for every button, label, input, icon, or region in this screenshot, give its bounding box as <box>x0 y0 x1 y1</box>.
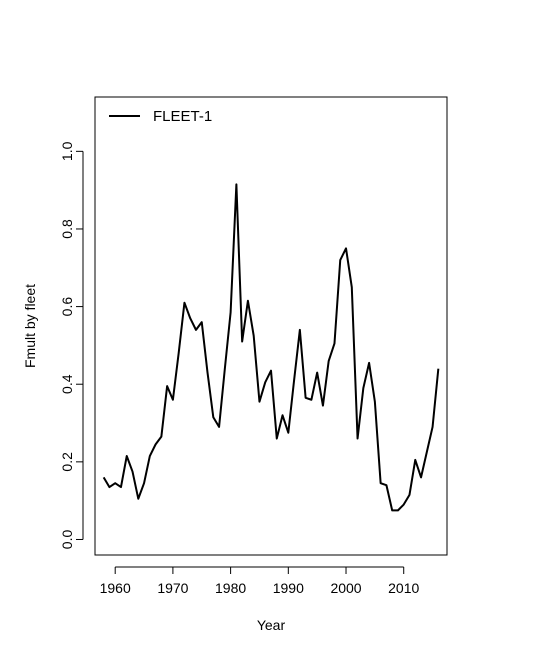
y-axis: 0.0 0.2 0.4 0.6 0.8 1.0 <box>59 141 84 550</box>
x-tick-label: 2010 <box>388 580 419 596</box>
x-tick-label: 1960 <box>100 580 131 596</box>
y-tick-label: 0.0 <box>59 530 75 550</box>
y-tick-label: 0.2 <box>59 452 75 472</box>
x-tick-label: 1990 <box>273 580 304 596</box>
y-tick-label: 1.0 <box>59 141 75 161</box>
y-axis-title: Fmult by fleet <box>22 284 38 368</box>
legend-label: FLEET-1 <box>153 108 212 125</box>
x-axis-title: Year <box>257 617 286 633</box>
series-layer <box>102 183 440 512</box>
legend: FLEET-1 <box>109 108 212 125</box>
y-tick-label: 0.6 <box>59 297 75 317</box>
x-axis: 1960 1970 1980 1990 2000 2010 <box>100 566 420 596</box>
x-tick-label: 1970 <box>157 580 188 596</box>
y-tick-label: 0.4 <box>59 374 75 394</box>
y-tick-label: 0.8 <box>59 219 75 239</box>
plot-box <box>94 96 448 556</box>
series-line-fleet-1 <box>102 183 440 512</box>
x-tick-label: 2000 <box>330 580 361 596</box>
x-tick-label: 1980 <box>215 580 246 596</box>
